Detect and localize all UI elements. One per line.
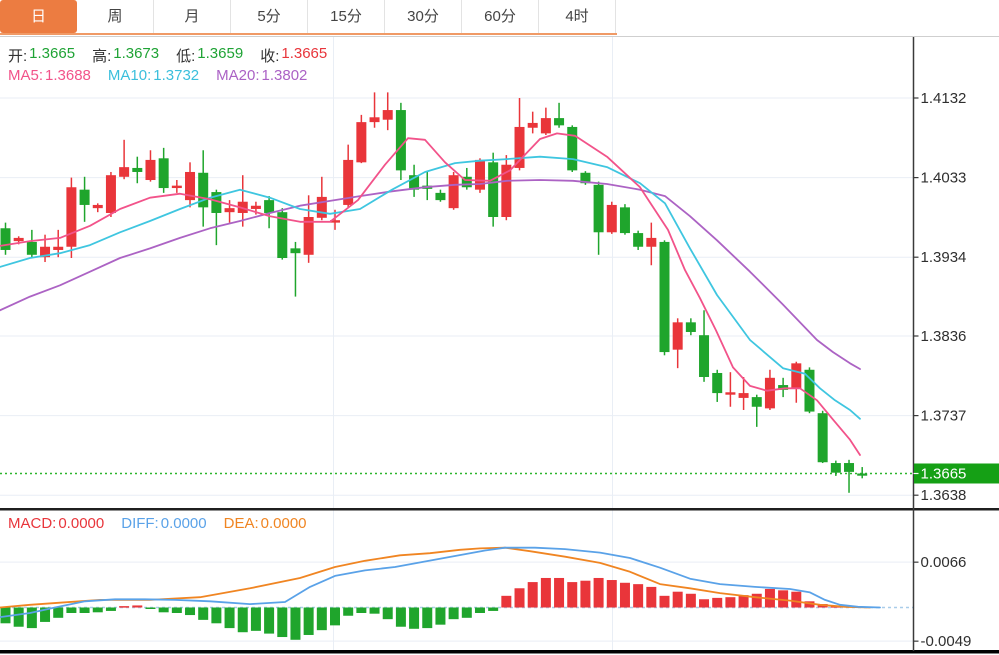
ohlc-readout: 开: 1.3665 高: 1.3673 低: 1.3659 收: 1.3665 xyxy=(8,45,327,66)
ma_row-label: MA5: xyxy=(8,67,44,84)
ma10-line xyxy=(0,155,861,420)
tab-timeframe-4[interactable]: 15分 xyxy=(308,0,385,33)
panel-separator xyxy=(0,508,999,511)
price-axis: 1.4132 1.4033 1.3934 1.3836 1.3737 1.3638 0.00… xyxy=(912,37,999,651)
current-price-badge xyxy=(914,463,999,484)
chart-plot-area[interactable] xyxy=(0,37,914,651)
tab-timeframe-3[interactable]: 5分 xyxy=(231,0,308,33)
tab-timeframe-1[interactable]: 周 xyxy=(77,0,154,33)
bottom-border xyxy=(0,650,999,654)
ohlc_row-label: 开: xyxy=(8,48,28,65)
ohlc_row-value: 1.3673 xyxy=(113,45,160,62)
diff-line xyxy=(0,546,881,618)
ma_row-item: MA10: 1.3732 xyxy=(108,67,199,84)
tab-timeframe-0[interactable]: 日 xyxy=(0,0,77,33)
macd_row-item: DEA: 0.0000 xyxy=(224,515,307,532)
ohlc_row-item: 开: 1.3665 xyxy=(8,45,75,66)
ma5-line xyxy=(0,132,861,456)
macd_row-label: MACD: xyxy=(8,515,57,532)
ohlc_row-item: 高: 1.3673 xyxy=(92,45,159,66)
ma_row-label: MA10: xyxy=(107,67,152,84)
tab-timeframe-5[interactable]: 30分 xyxy=(385,0,462,33)
macd_row-label: DEA: xyxy=(223,515,259,532)
ohlc_row-label: 低: xyxy=(176,48,196,65)
ohlc_row-label: 高: xyxy=(92,48,112,65)
price-tick-label: 1.4033 xyxy=(921,170,967,187)
macd_row-value: 0.0000 xyxy=(160,515,207,532)
ma20-line xyxy=(0,179,861,370)
macd-histogram xyxy=(0,577,841,640)
ma_row-label: MA20: xyxy=(216,67,260,84)
tab-timeframe-6[interactable]: 60分 xyxy=(462,0,539,33)
ma_row-value: 1.3732 xyxy=(153,67,200,84)
ohlc_row-item: 收: 1.3665 xyxy=(260,45,327,66)
macd_row-item: DIFF: 0.0000 xyxy=(121,515,206,532)
current-price-label: 1.3665 xyxy=(921,465,967,482)
ma_row-item: MA5: 1.3688 xyxy=(8,67,91,84)
ohlc_row-value: 1.3659 xyxy=(197,45,244,62)
tab-timeframe-2[interactable]: 月 xyxy=(154,0,231,33)
price-tick-label: 1.3638 xyxy=(921,487,967,504)
ohlc_row-label: 收: xyxy=(260,48,280,65)
price-tick-label: 1.3737 xyxy=(921,408,967,425)
ohlc_row-item: 低: 1.3659 xyxy=(176,45,243,66)
macd_row-label: DIFF: xyxy=(121,515,159,532)
ma_row-item: MA20: 1.3802 xyxy=(216,67,307,84)
candles xyxy=(0,92,868,493)
price-tick-label: 1.3836 xyxy=(921,328,967,345)
ma-readout: MA5: 1.3688 MA10: 1.3732 MA20: 1.3802 xyxy=(8,67,307,84)
macd_row-item: MACD: 0.0000 xyxy=(8,515,104,532)
macd_row-value: 0.0000 xyxy=(58,515,105,532)
timeframe-tabbar: 日周月 5分 15分 30分 60分 4时 xyxy=(0,0,617,35)
tab-timeframe-7[interactable]: 4时 xyxy=(539,0,616,33)
ma_row-value: 1.3802 xyxy=(261,67,308,84)
macd_row-value: 0.0000 xyxy=(260,515,307,532)
price-tick-label: 1.3934 xyxy=(921,249,967,266)
macd-tick-label: 0.0066 xyxy=(921,554,967,571)
macd-tick-label: -0.0049 xyxy=(921,633,972,650)
ohlc_row-value: 1.3665 xyxy=(281,45,328,62)
ma_row-value: 1.3688 xyxy=(45,67,91,84)
price-tick-label: 1.4132 xyxy=(921,90,967,107)
macd-readout: MACD: 0.0000 DIFF: 0.0000 DEA: 0.0000 xyxy=(8,515,307,532)
ohlc_row-value: 1.3665 xyxy=(29,45,76,62)
